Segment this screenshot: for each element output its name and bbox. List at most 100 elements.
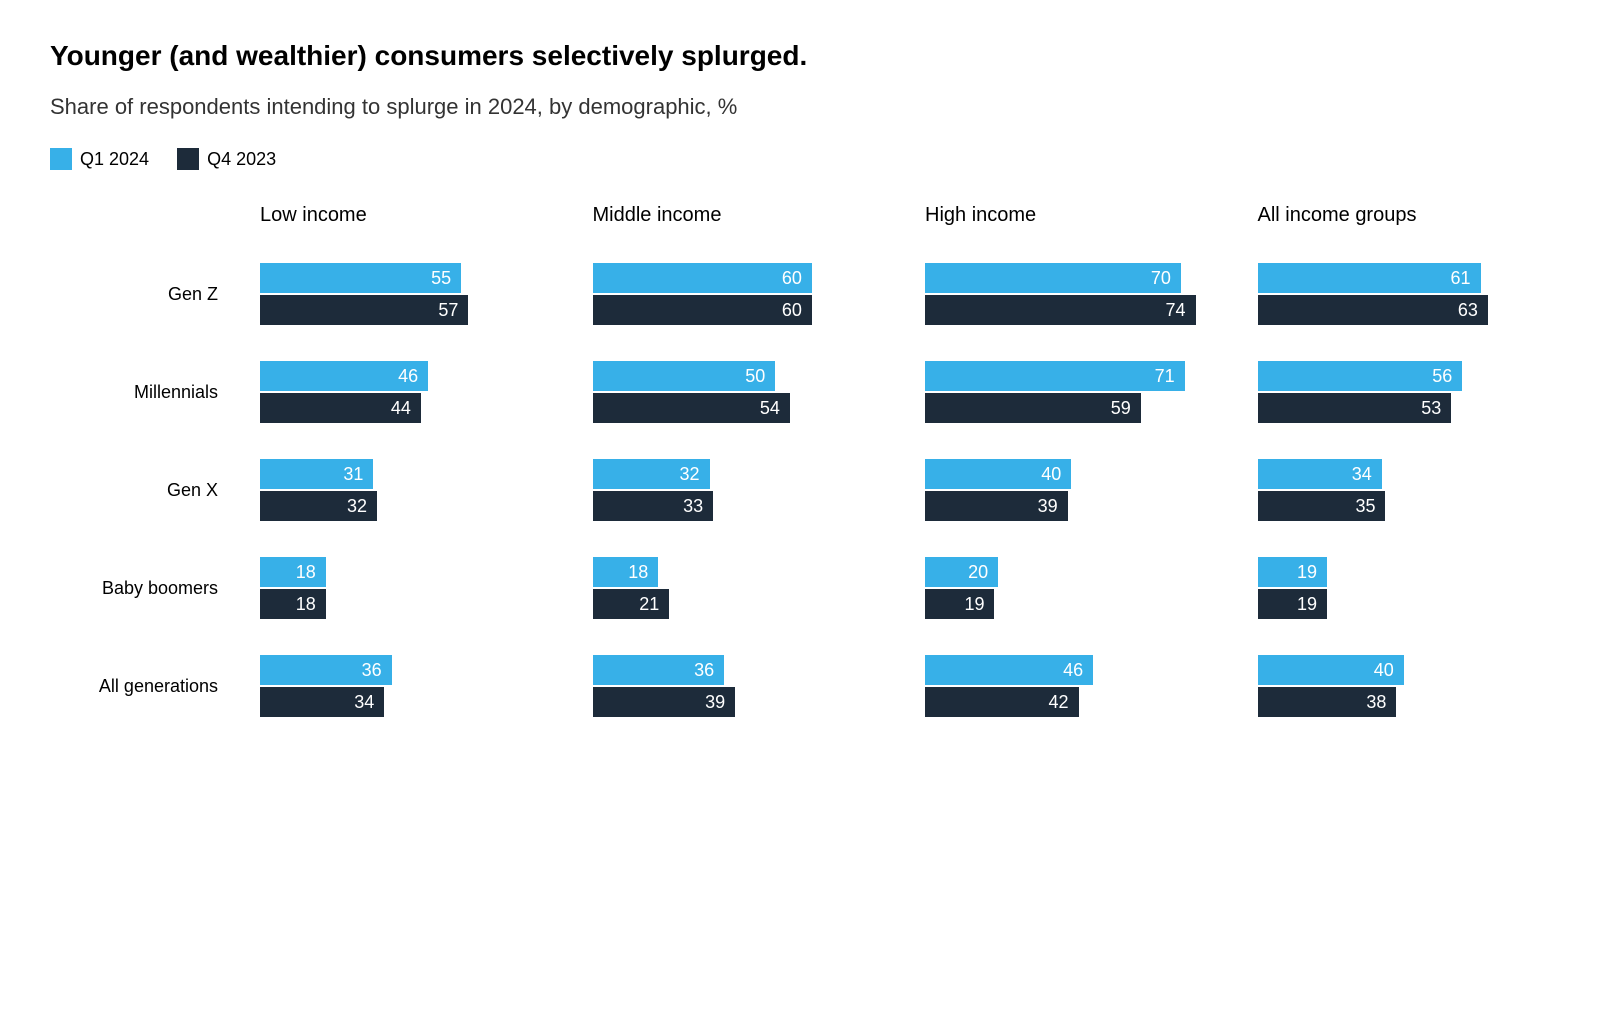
legend-swatch xyxy=(177,148,199,170)
bars-cell: 5557 xyxy=(260,245,553,343)
bar: 50 xyxy=(593,361,776,391)
bar: 31 xyxy=(260,459,373,489)
row-label: Gen X xyxy=(50,441,220,539)
bar: 74 xyxy=(925,295,1196,325)
bar-value-label: 59 xyxy=(1111,398,1131,419)
row-label: Baby boomers xyxy=(50,539,220,637)
bar: 60 xyxy=(593,263,812,293)
bar: 54 xyxy=(593,393,790,423)
bar: 63 xyxy=(1258,295,1488,325)
chart-subtitle: Share of respondents intending to splurg… xyxy=(50,94,1550,120)
bar: 34 xyxy=(1258,459,1382,489)
bar-value-label: 19 xyxy=(1297,594,1317,615)
bar: 39 xyxy=(593,687,736,717)
bar: 40 xyxy=(925,459,1071,489)
bar: 57 xyxy=(260,295,468,325)
bar: 70 xyxy=(925,263,1181,293)
bar: 42 xyxy=(925,687,1079,717)
column-header: High income xyxy=(925,204,1218,245)
bars-cell: 7074 xyxy=(925,245,1218,343)
bars-cell: 1818 xyxy=(260,539,553,637)
bar: 18 xyxy=(260,557,326,587)
bar-value-label: 60 xyxy=(782,268,802,289)
bar: 44 xyxy=(260,393,421,423)
bar-value-label: 18 xyxy=(628,562,648,583)
bars-cell: 31 32 xyxy=(260,441,553,539)
legend: Q1 2024 Q4 2023 xyxy=(50,148,1550,170)
bar: 61 xyxy=(1258,263,1481,293)
column-header: Low income xyxy=(260,204,553,245)
bar-value-label: 21 xyxy=(639,594,659,615)
legend-item: Q1 2024 xyxy=(50,148,149,170)
bar: 35 xyxy=(1258,491,1386,521)
bars-cell: 2019 xyxy=(925,539,1218,637)
bar-value-label: 46 xyxy=(398,366,418,387)
bar-value-label: 40 xyxy=(1374,660,1394,681)
bar-value-label: 71 xyxy=(1155,366,1175,387)
bars-cell: 32 33 xyxy=(593,441,886,539)
bar-value-label: 53 xyxy=(1421,398,1441,419)
column-header: Middle income xyxy=(593,204,886,245)
bar-value-label: 70 xyxy=(1151,268,1171,289)
bar-value-label: 36 xyxy=(694,660,714,681)
bar-value-label: 56 xyxy=(1432,366,1452,387)
bar: 21 xyxy=(593,589,670,619)
bar: 19 xyxy=(1258,557,1327,587)
legend-swatch xyxy=(50,148,72,170)
bars-cell: 50 54 xyxy=(593,343,886,441)
bar: 59 xyxy=(925,393,1141,423)
bars-cell: 4039 xyxy=(925,441,1218,539)
bar: 33 xyxy=(593,491,714,521)
bar-value-label: 44 xyxy=(391,398,411,419)
legend-item: Q4 2023 xyxy=(177,148,276,170)
bars-cell: 46 42 xyxy=(925,637,1218,735)
bar-value-label: 42 xyxy=(1049,692,1069,713)
bar-value-label: 50 xyxy=(745,366,765,387)
legend-label: Q4 2023 xyxy=(207,149,276,170)
bar: 56 xyxy=(1258,361,1463,391)
chart-grid: Low incomeMiddle incomeHigh incomeAll in… xyxy=(50,204,1550,735)
bar: 55 xyxy=(260,263,461,293)
bar: 36 xyxy=(593,655,725,685)
bar: 60 xyxy=(593,295,812,325)
bar: 40 xyxy=(1258,655,1404,685)
bar-value-label: 32 xyxy=(679,464,699,485)
bar: 39 xyxy=(925,491,1068,521)
spacer xyxy=(50,204,220,245)
bar: 34 xyxy=(260,687,384,717)
bar: 18 xyxy=(260,589,326,619)
bar-value-label: 46 xyxy=(1063,660,1083,681)
bar: 20 xyxy=(925,557,998,587)
bar-value-label: 36 xyxy=(362,660,382,681)
bars-cell: 60 60 xyxy=(593,245,886,343)
bars-cell: 1821 xyxy=(593,539,886,637)
bar: 32 xyxy=(260,491,377,521)
chart-title: Younger (and wealthier) consumers select… xyxy=(50,40,1550,72)
bar: 46 xyxy=(260,361,428,391)
bar-value-label: 32 xyxy=(347,496,367,517)
bar-value-label: 63 xyxy=(1458,300,1478,321)
bars-cell: 71 59 xyxy=(925,343,1218,441)
bar-value-label: 54 xyxy=(760,398,780,419)
row-label: Gen Z xyxy=(50,245,220,343)
bar: 18 xyxy=(593,557,659,587)
row-label: Millennials xyxy=(50,343,220,441)
bars-cell: 3634 xyxy=(260,637,553,735)
bar-value-label: 55 xyxy=(431,268,451,289)
bar: 38 xyxy=(1258,687,1397,717)
bar-value-label: 31 xyxy=(343,464,363,485)
bar-value-label: 18 xyxy=(296,594,316,615)
bars-cell: 36 39 xyxy=(593,637,886,735)
bar: 71 xyxy=(925,361,1185,391)
bars-cell: 46 44 xyxy=(260,343,553,441)
bars-cell: 56 53 xyxy=(1258,343,1551,441)
bar-value-label: 18 xyxy=(296,562,316,583)
bar-value-label: 39 xyxy=(705,692,725,713)
bar: 32 xyxy=(593,459,710,489)
bar: 19 xyxy=(1258,589,1327,619)
bar-value-label: 60 xyxy=(782,300,802,321)
legend-label: Q1 2024 xyxy=(80,149,149,170)
bar: 19 xyxy=(925,589,994,619)
bar: 46 xyxy=(925,655,1093,685)
bar-value-label: 33 xyxy=(683,496,703,517)
